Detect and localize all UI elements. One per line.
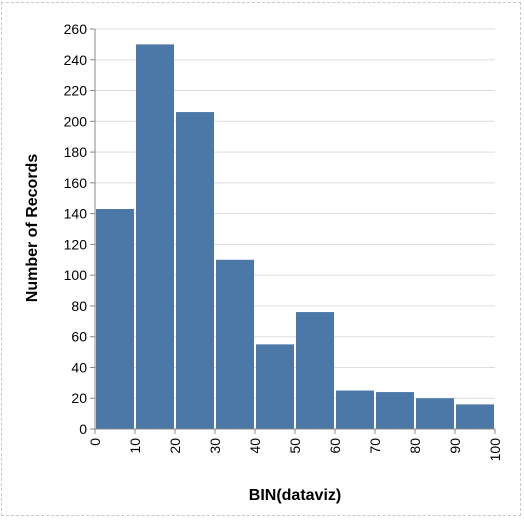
x-tick-label-90: 90 (447, 438, 463, 454)
chart-frame (1, 2, 521, 516)
y-tick-label-260: 260 (64, 21, 88, 37)
bar-30-40 (216, 259, 254, 429)
y-tick-label-240: 240 (64, 52, 88, 68)
x-tick-label-50: 50 (287, 438, 303, 454)
x-tick-label-80: 80 (407, 438, 423, 454)
bar-90-100 (456, 404, 494, 429)
bars (96, 44, 494, 430)
x-tick-label-60: 60 (327, 438, 343, 454)
x-tick-label-70: 70 (367, 438, 383, 454)
y-tick-label-160: 160 (64, 175, 88, 191)
axes: 0 20 40 60 80 100 120 140 160 180 200 220 240 260 0 10 2… (64, 21, 503, 461)
bar-80-90 (416, 398, 454, 429)
y-tick-label-60: 60 (71, 329, 87, 345)
y-tick-label-120: 120 (64, 236, 88, 252)
y-tick-label-80: 80 (71, 298, 87, 314)
x-tick-label-0: 0 (87, 438, 103, 446)
x-tick-label-20: 20 (167, 438, 183, 454)
x-axis-title: BIN(dataviz) (249, 487, 341, 504)
y-tick-label-180: 180 (64, 144, 88, 160)
bar-70-80 (376, 392, 414, 429)
x-tick-label-30: 30 (207, 438, 223, 454)
y-tick-label-0: 0 (79, 421, 87, 437)
bar-0-10 (96, 209, 134, 429)
bar-10-20 (136, 44, 174, 430)
y-tick-label-200: 200 (64, 113, 88, 129)
y-tick-label-220: 220 (64, 83, 88, 99)
y-tick-label-20: 20 (71, 390, 87, 406)
y-tick-label-40: 40 (71, 359, 87, 375)
x-tick-label-100: 100 (487, 438, 503, 462)
y-tick-label-140: 140 (64, 206, 88, 222)
bar-50-60 (296, 312, 334, 429)
y-axis-title: Number of Records (24, 154, 41, 303)
y-tick-label-100: 100 (64, 267, 88, 283)
bar-40-50 (256, 344, 294, 429)
bar-20-30 (176, 112, 214, 430)
bar-60-70 (336, 390, 374, 429)
x-tick-label-40: 40 (247, 438, 263, 454)
x-tick-label-10: 10 (127, 438, 143, 454)
